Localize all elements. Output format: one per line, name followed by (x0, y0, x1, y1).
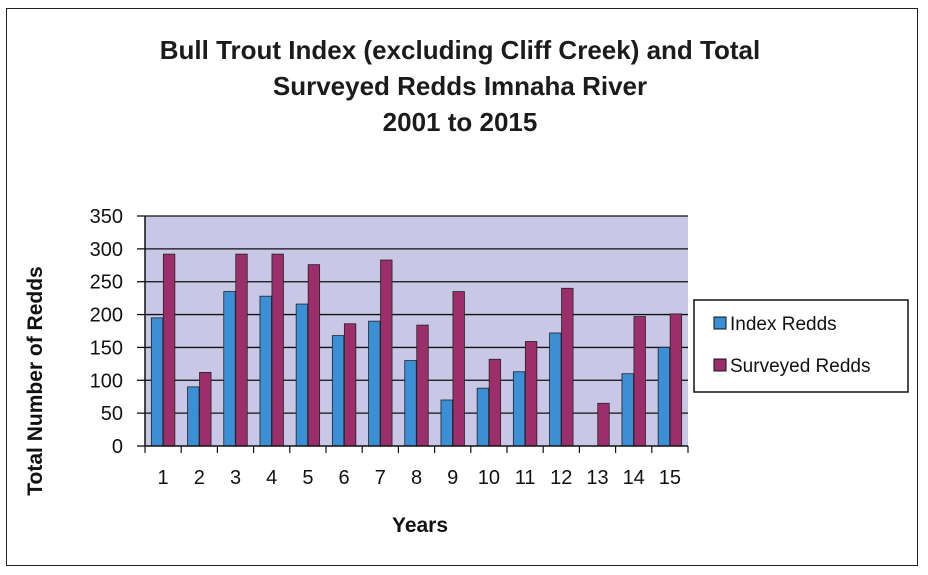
bar-surveyed-redds-14 (633, 316, 646, 447)
x-tick-label-14: 14 (623, 467, 645, 489)
y-tick-label-100: 100 (90, 370, 123, 392)
bar-index-redds-5 (295, 303, 309, 447)
x-tick-label-4: 4 (266, 467, 277, 489)
bar-surveyed-redds-6 (343, 323, 357, 447)
bar-index-redds-8 (404, 360, 417, 447)
bar-index-redds-4 (259, 295, 272, 447)
bar-surveyed-redds-4 (271, 253, 284, 447)
x-tick-label-10: 10 (478, 467, 500, 489)
bar-index-redds-14 (621, 373, 634, 447)
bar-surveyed-redds-11 (524, 341, 538, 447)
legend: Index Redds Surveyed Redds (693, 299, 909, 393)
legend-box (693, 299, 909, 393)
legend-swatch-surveyed-redds (713, 358, 727, 372)
y-tick-label-300: 300 (90, 239, 123, 261)
x-tick-label-5: 5 (302, 467, 313, 489)
legend-label-index-redds: Index Redds (730, 314, 837, 335)
bar-surveyed-redds-15 (669, 313, 683, 447)
y-tick-label-150: 150 (90, 337, 123, 359)
bar-index-redds-15 (657, 347, 671, 447)
y-tick-label-50: 50 (101, 403, 123, 425)
x-tick-label-7: 7 (375, 467, 386, 489)
x-tick-label-2: 2 (194, 467, 205, 489)
bar-index-redds-7 (368, 320, 381, 447)
x-tick-label-12: 12 (550, 467, 572, 489)
bar-index-redds-10 (476, 387, 490, 447)
x-tick-label-9: 9 (447, 467, 458, 489)
x-tick-label-1: 1 (158, 467, 169, 489)
legend-swatch-index-redds (713, 316, 727, 330)
y-tick-label-0: 0 (112, 436, 123, 458)
x-tick-label-11: 11 (515, 467, 536, 489)
y-axis-title: Total Number of Redds (24, 266, 47, 495)
title-line-2: Surveyed Redds Imnaha River (272, 71, 648, 101)
bar-surveyed-redds-3 (235, 253, 248, 447)
y-tick-label-250: 250 (90, 272, 123, 294)
legend-label-surveyed-redds: Surveyed Redds (730, 356, 870, 377)
bar-index-redds-6 (331, 335, 345, 447)
title-line-1: Bull Trout Index (excluding Cliff Creek)… (159, 35, 761, 65)
bar-surveyed-redds-13 (597, 402, 610, 447)
x-tick-label-6: 6 (339, 467, 350, 489)
x-tick-label-8: 8 (411, 467, 422, 489)
x-tick-label-15: 15 (659, 467, 681, 489)
bar-surveyed-redds-12 (561, 287, 574, 447)
bar-index-redds-12 (549, 332, 562, 447)
x-tick-label-13: 13 (586, 467, 608, 489)
bar-index-redds-11 (512, 371, 526, 447)
bar-surveyed-redds-2 (199, 371, 212, 447)
bar-index-redds-3 (223, 291, 236, 447)
bar-index-redds-2 (187, 386, 200, 447)
bar-surveyed-redds-5 (307, 264, 321, 447)
bars-group (150, 253, 683, 447)
y-tick-label-350: 350 (90, 206, 123, 228)
title-line-3: 2001 to 2015 (382, 107, 538, 137)
bar-surveyed-redds-7 (380, 259, 393, 447)
bar-surveyed-redds-8 (416, 324, 429, 447)
bar-index-redds-9 (440, 399, 453, 447)
x-tick-label-3: 3 (230, 467, 241, 489)
x-axis-title: Years (392, 514, 448, 537)
chart-title: Bull Trout Index (excluding Cliff Creek)… (120, 32, 800, 140)
bar-surveyed-redds-10 (488, 358, 502, 447)
bar-surveyed-redds-9 (452, 291, 465, 447)
bar-index-redds-1 (150, 317, 164, 447)
bar-surveyed-redds-1 (162, 253, 176, 447)
y-tick-label-200: 200 (90, 305, 123, 327)
